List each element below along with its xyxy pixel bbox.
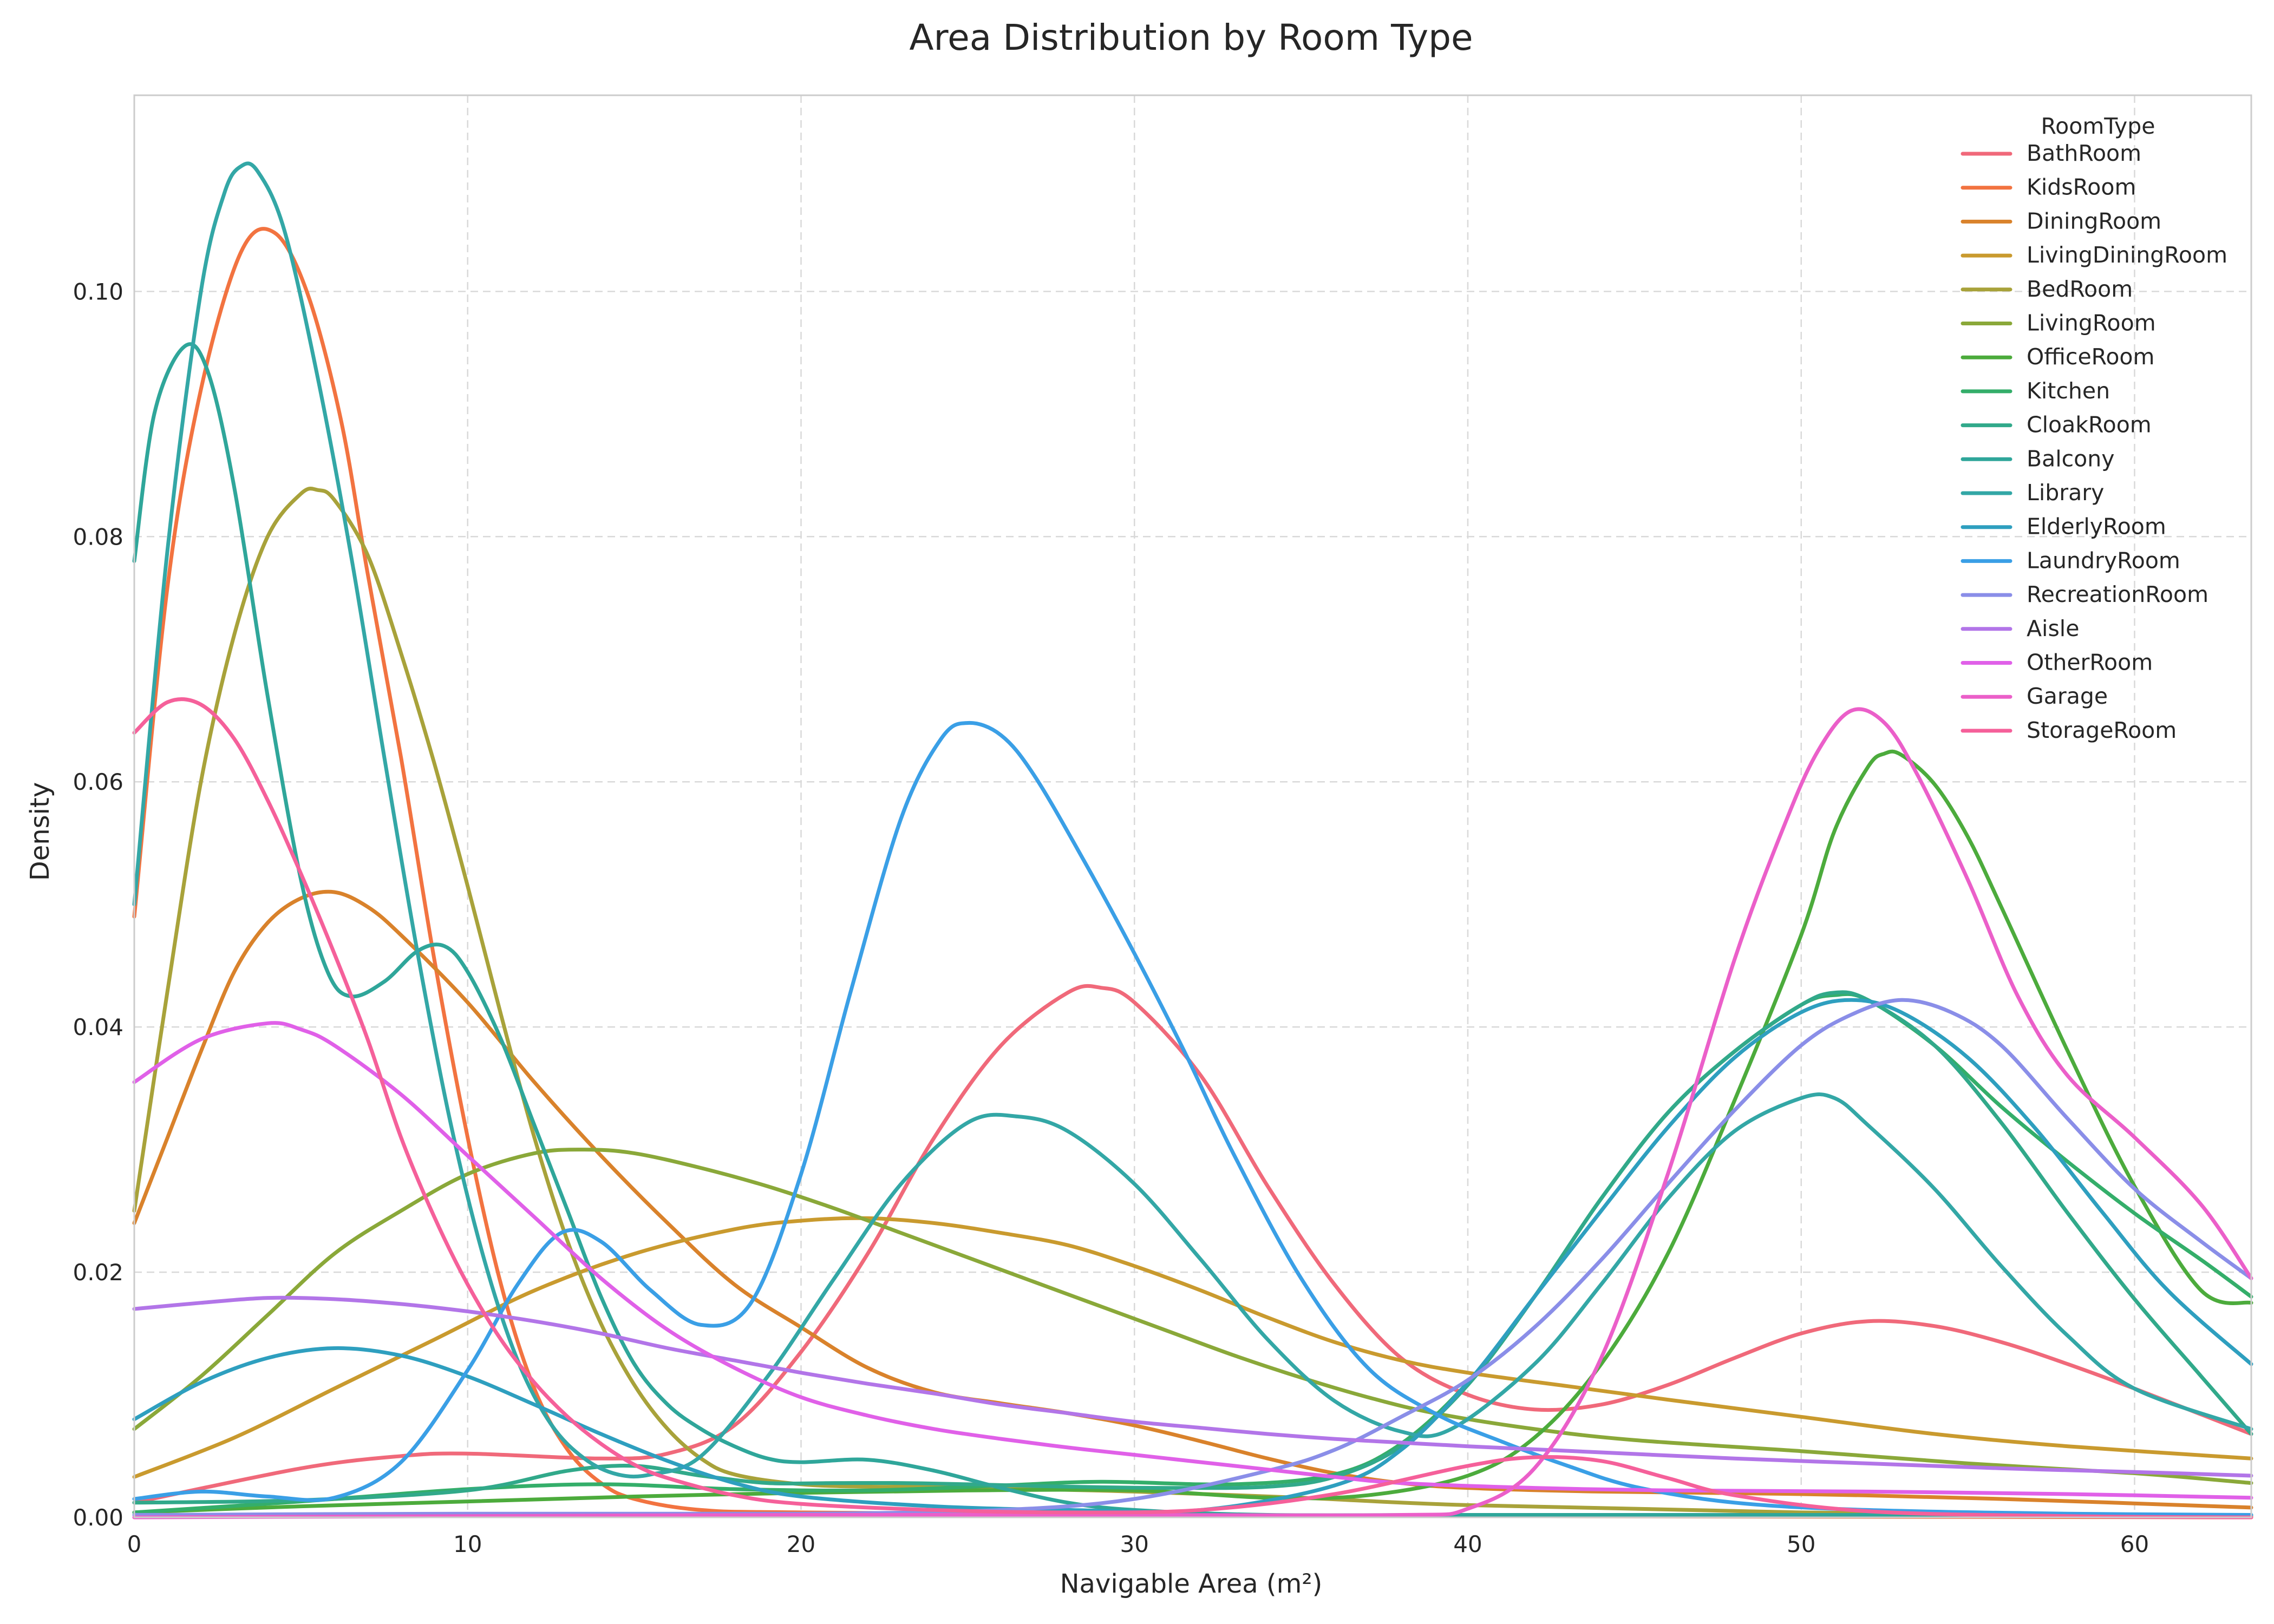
x-tick-label: 50 [1787, 1531, 1815, 1557]
series-line-library [132, 161, 2253, 1479]
legend-label-library: Library [2027, 480, 2104, 506]
legend-label-recreationroom: RecreationRoom [2027, 581, 2208, 607]
plot-series [132, 161, 2253, 1520]
legend-label-garage: Garage [2027, 683, 2108, 709]
x-tick-label: 20 [787, 1531, 815, 1557]
series-line-diningroom [132, 889, 2253, 1510]
x-tick-label: 0 [127, 1531, 142, 1557]
series-line-garage [132, 707, 2253, 1520]
series-line-livingroom [132, 1148, 2253, 1485]
legend-label-bedroom: BedRoom [2027, 276, 2133, 302]
x-tick-label: 40 [1453, 1531, 1482, 1557]
legend-label-storageroom: StorageRoom [2027, 717, 2177, 743]
x-tick-label: 10 [453, 1531, 482, 1557]
x-axis-label: Navigable Area (m²) [1060, 1569, 1323, 1599]
x-tick-label: 30 [1120, 1531, 1149, 1557]
legend-title: RoomType [2041, 113, 2155, 139]
y-tick-label: 0.06 [73, 769, 123, 795]
series-line-bedroom [132, 487, 2253, 1518]
series-line-aisle [132, 1295, 2253, 1478]
legend-label-cloakroom: CloakRoom [2027, 412, 2152, 438]
y-tick-label: 0.02 [73, 1259, 123, 1286]
legend-label-bathroom: BathRoom [2027, 140, 2141, 166]
legend-label-officeroom: OfficeRoom [2027, 344, 2154, 370]
series-line-elderlyroom [132, 998, 2253, 1514]
y-tick-label: 0.00 [73, 1504, 123, 1531]
axis-ticks: 0 10 20 30 40 50 60 0.00 0.02 0.04 0.06 0.08 0.10 [73, 278, 2149, 1557]
series-line-officeroom [132, 749, 2253, 1515]
legend-label-otherroom: OtherRoom [2027, 650, 2153, 676]
legend-label-laundryroom: LaundryRoom [2027, 547, 2180, 573]
y-tick-label: 0.04 [73, 1014, 123, 1040]
legend-label-livingdiningroom: LivingDiningRoom [2027, 242, 2227, 268]
series-line-otherroom [132, 1021, 2253, 1500]
legend-label-elderlyroom: ElderlyRoom [2027, 514, 2166, 540]
legend-label-kitchen: Kitchen [2027, 378, 2110, 404]
legend-label-livingroom: LivingRoom [2027, 310, 2156, 336]
legend-label-diningroom: DiningRoom [2027, 208, 2161, 234]
series-line-livingdiningroom [132, 1216, 2253, 1479]
y-tick-label: 0.10 [73, 278, 123, 305]
legend-label-balcony: Balcony [2027, 446, 2115, 472]
y-tick-label: 0.08 [73, 523, 123, 550]
legend: RoomType BathRoom KidsRoom DiningRoom Livin… [1961, 113, 2227, 743]
legend-items: BathRoom KidsRoom DiningRoom LivingDiningRo… [1961, 140, 2227, 743]
legend-label-aisle: Aisle [2027, 615, 2079, 641]
plot-frame [133, 94, 2252, 1518]
series-line-laundryroom [132, 721, 2253, 1517]
y-axis-label: Density [25, 782, 55, 881]
legend-label-kidsroom: KidsRoom [2027, 174, 2136, 200]
series-line-storageroom [132, 697, 2253, 1520]
series-line-bathroom [132, 984, 2253, 1505]
chart-title: Area Distribution by Room Type [909, 17, 1473, 58]
x-tick-label: 60 [2120, 1531, 2149, 1557]
